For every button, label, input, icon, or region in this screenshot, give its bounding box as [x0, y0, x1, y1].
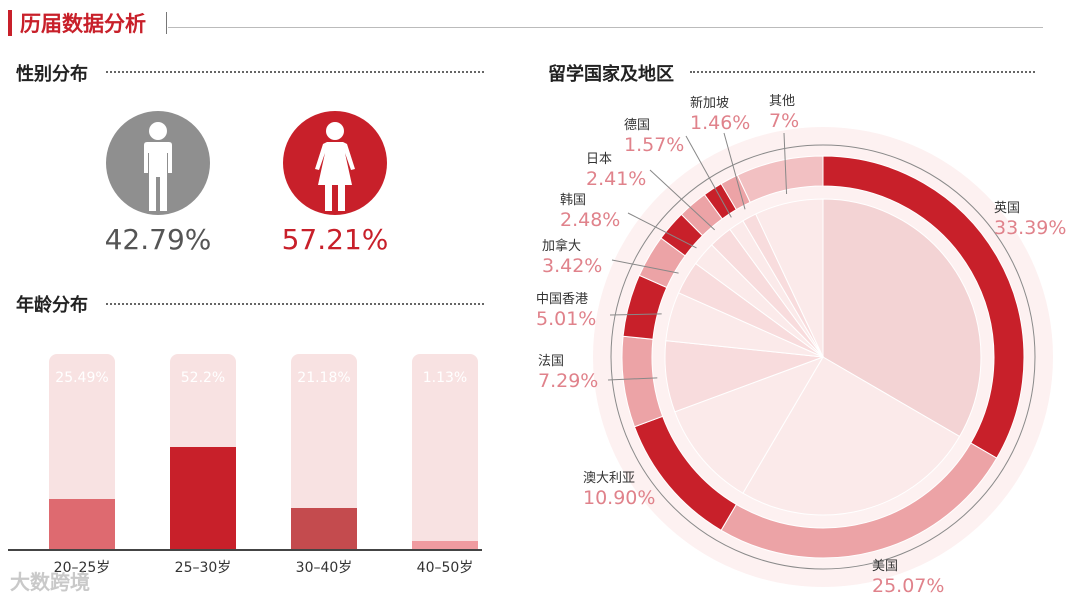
donut-background-glow	[593, 127, 1053, 587]
donut-inner-segment	[755, 198, 824, 358]
donut-label: 其他 7%	[769, 94, 799, 132]
donut-segment	[720, 442, 998, 559]
watermark: 大数跨境	[10, 570, 90, 594]
donut-leader-line	[723, 132, 746, 210]
donut-leader-line	[607, 377, 658, 381]
gender-title-dots	[106, 71, 484, 73]
donut-inner-segment	[742, 213, 824, 358]
age-bar-0: 25.49%	[49, 354, 115, 549]
donut-inner-segment	[694, 244, 824, 358]
donut-leader-line	[783, 132, 788, 195]
age-bar-fill-2	[291, 507, 357, 549]
donut-label: 中国香港 5.01%	[536, 292, 596, 330]
donut-segment	[703, 183, 738, 220]
donut-segment	[736, 155, 824, 203]
age-bar-fill-1	[170, 447, 236, 549]
age-bar-value-label: 1.13%	[422, 370, 468, 386]
donut-leader-line	[611, 259, 679, 274]
donut-segment	[680, 193, 723, 237]
donut-inner-segment	[710, 228, 824, 358]
header-accent-bar	[8, 10, 12, 36]
donut-category-label: 德国	[624, 118, 651, 133]
header-divider	[166, 12, 167, 34]
donut-outer-ring	[610, 144, 1036, 570]
age-bar-value-label: 52.2%	[180, 370, 226, 386]
donut-category-label: 日本	[586, 152, 613, 167]
age-section-title: 年龄分布	[16, 295, 88, 316]
donut-value-label: 3.42%	[542, 255, 603, 277]
age-bar-3: 1.13%	[412, 354, 478, 549]
donut-label: 英国 33.39%	[994, 201, 1066, 239]
donut-segment	[638, 237, 686, 289]
age-category-label: 20–25岁	[53, 560, 111, 576]
female-percentage: 57.21%	[281, 223, 389, 256]
donut-inner-segment	[822, 198, 982, 438]
donut-inner-segment	[729, 220, 824, 358]
donut-value-label: 7.29%	[538, 370, 599, 392]
donut-segment	[660, 213, 704, 257]
age-bar-value-label: 21.18%	[297, 370, 351, 386]
donut-value-label: 10.90%	[583, 487, 656, 509]
donut-value-label: 7%	[769, 110, 800, 132]
age-bar-1: 52.2%	[170, 354, 236, 549]
header-rule	[168, 27, 1043, 28]
donut-inner-segment	[742, 356, 961, 516]
age-category-label: 25–30岁	[174, 560, 232, 576]
donut-leader-line	[649, 169, 716, 231]
age-title-dots	[106, 303, 484, 305]
donut-category-label: 英国	[994, 201, 1021, 216]
donut-segment	[621, 335, 664, 428]
destination-title-dots	[690, 71, 1035, 73]
donut-value-label: 1.57%	[624, 134, 685, 156]
donut-label: 日本 2.41%	[586, 152, 646, 190]
donut-leader-line	[685, 135, 732, 218]
donut-category-label: 加拿大	[542, 239, 582, 254]
donut-inner-segment	[677, 262, 824, 358]
male-percentage: 42.79%	[104, 223, 212, 256]
donut-value-label: 5.01%	[536, 308, 597, 330]
donut-category-label: 其他	[769, 94, 796, 109]
male-icon	[106, 111, 210, 215]
donut-segment	[720, 174, 751, 211]
age-category-label: 40–50岁	[416, 560, 474, 576]
age-chart-axis	[8, 549, 482, 551]
donut-leader-line	[627, 212, 697, 249]
donut-label: 德国 1.57%	[624, 118, 684, 156]
donut-label: 澳大利亚 10.90%	[583, 471, 655, 509]
donut-category-label: 韩国	[560, 193, 587, 208]
donut-label: 加拿大 3.42%	[542, 239, 602, 277]
donut-label: 美国 25.07%	[872, 559, 944, 597]
donut-category-label: 中国香港	[536, 292, 589, 307]
donut-value-label: 1.46%	[690, 112, 751, 134]
donut-category-label: 澳大利亚	[583, 471, 636, 486]
donut-category-label: 新加坡	[690, 96, 730, 111]
age-category-label: 30–40岁	[295, 560, 353, 576]
age-bar-fill-0	[49, 499, 115, 549]
female-icon	[283, 111, 387, 215]
donut-segment	[622, 274, 668, 340]
age-bar-fill-3	[412, 541, 478, 549]
donut-label: 法国 7.29%	[538, 354, 598, 392]
donut-value-label: 2.41%	[586, 168, 647, 190]
donut-category-label: 美国	[872, 559, 899, 574]
donut-inner-segment	[664, 340, 824, 413]
page-title: 历届数据分析	[20, 12, 146, 36]
donut-label: 新加坡 1.46%	[690, 96, 750, 134]
age-bar-2: 21.18%	[291, 354, 357, 549]
donut-value-label: 2.48%	[560, 209, 621, 231]
donut-label: 韩国 2.48%	[560, 193, 620, 231]
donut-inner-segment	[674, 356, 825, 494]
donut-leader-line	[609, 313, 662, 316]
donut-category-label: 法国	[538, 354, 565, 369]
donut-value-label: 25.07%	[872, 575, 945, 597]
donut-value-label: 33.39%	[994, 217, 1067, 239]
destination-section-title: 留学国家及地区	[548, 64, 674, 85]
age-bar-value-label: 25.49%	[55, 370, 109, 386]
gender-section-title: 性别分布	[16, 64, 88, 85]
donut-inner-segment	[665, 292, 824, 358]
